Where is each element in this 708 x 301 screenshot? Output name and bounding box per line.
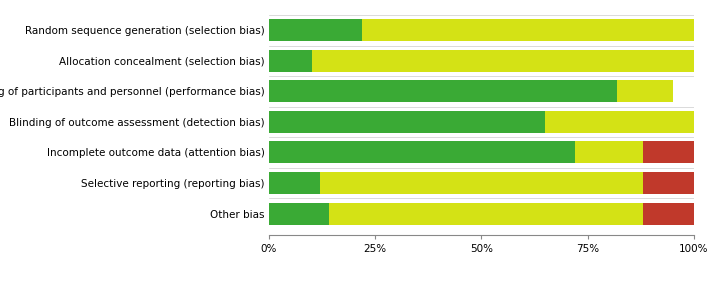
Bar [269,80,617,102]
Bar [362,19,694,41]
Bar [312,50,694,72]
Bar [329,203,643,225]
Bar [269,141,575,163]
Bar [617,80,673,102]
Bar [643,203,694,225]
Bar [269,172,320,194]
Bar [269,203,329,225]
Bar [320,172,643,194]
Bar [269,19,362,41]
Bar [545,111,694,133]
Bar [575,141,643,163]
Bar [643,172,694,194]
Bar [269,111,545,133]
Bar [269,50,312,72]
Bar [643,141,694,163]
